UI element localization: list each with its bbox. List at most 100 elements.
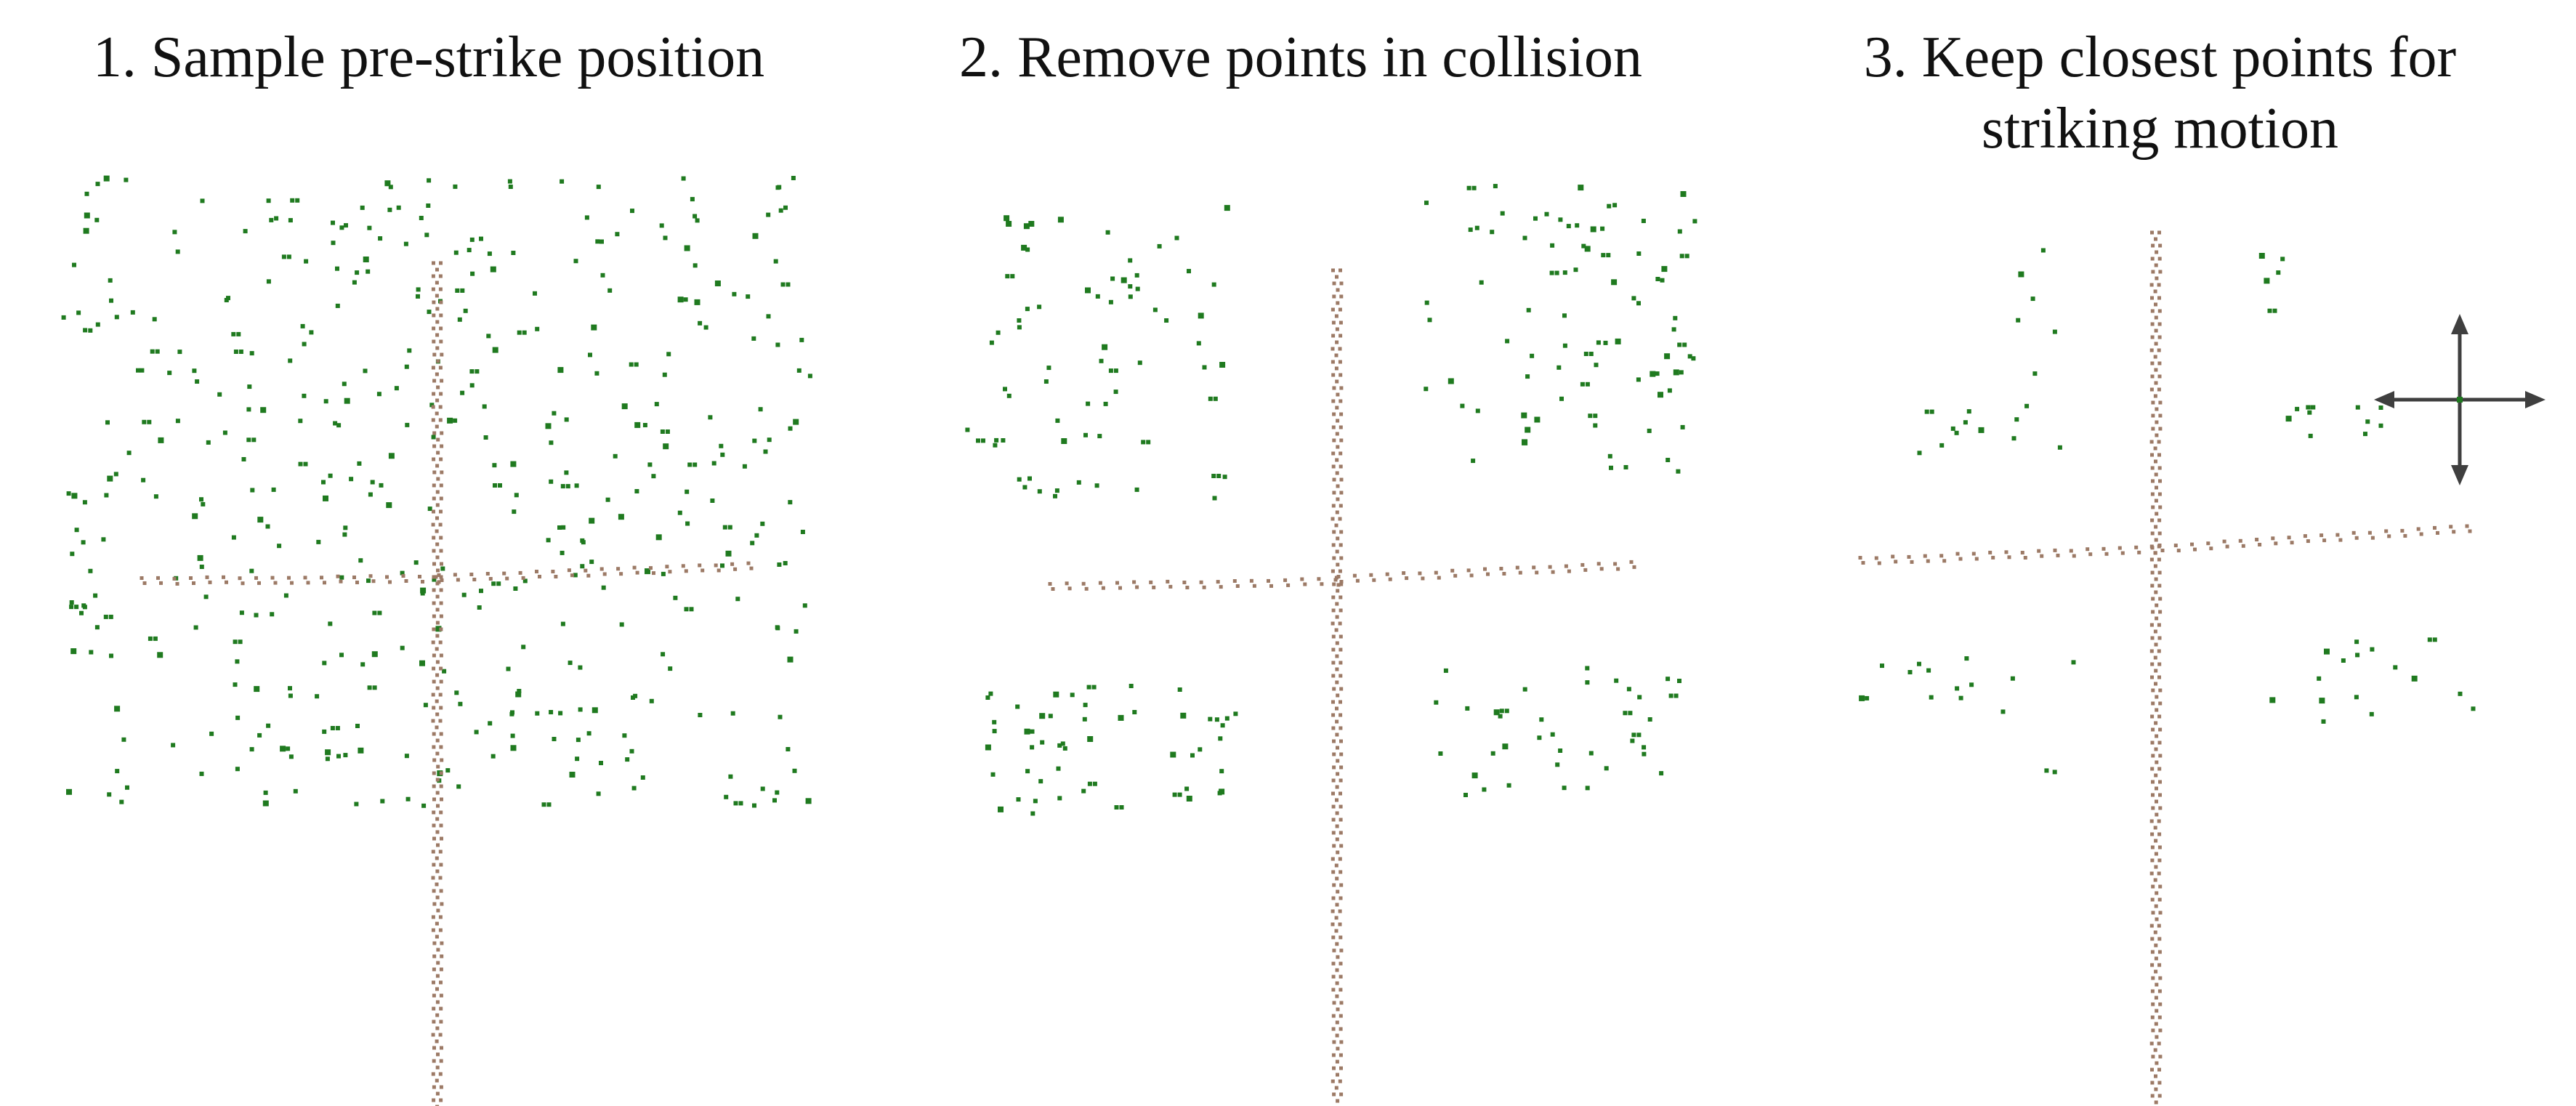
sample-point	[1500, 211, 1505, 216]
sample-point	[1015, 704, 1020, 709]
sample-point	[1482, 787, 1487, 792]
branch-point	[2120, 551, 2125, 555]
branch-point	[435, 699, 439, 703]
branch-point	[432, 509, 435, 514]
branch-point	[554, 575, 558, 578]
sample-point	[655, 534, 662, 541]
sample-point	[730, 711, 735, 716]
branch-point	[225, 580, 228, 584]
sample-point	[343, 753, 348, 758]
branch-point	[2155, 708, 2159, 712]
branch-point	[1518, 570, 1522, 575]
sample-point	[989, 340, 994, 345]
branch-point	[538, 575, 541, 578]
branch-point	[1339, 608, 1343, 613]
sample-point	[618, 514, 624, 520]
sample-point	[435, 626, 442, 632]
sample-point	[1555, 762, 1560, 767]
sample-point	[1016, 797, 1021, 802]
branch-point	[432, 457, 436, 461]
sample-point	[386, 502, 392, 509]
branch-point	[1339, 595, 1343, 600]
branch-point	[2158, 754, 2163, 758]
sample-point	[148, 636, 153, 641]
branch-point	[432, 797, 436, 802]
branch-point	[2157, 1067, 2161, 1072]
sample-point	[2307, 410, 2312, 415]
sample-point	[302, 393, 307, 398]
sample-point	[720, 563, 724, 568]
branch-point	[714, 563, 718, 568]
branch-point	[1331, 831, 1336, 835]
branch-point	[2150, 1015, 2155, 1020]
branch-point	[1336, 589, 1340, 593]
branch-point	[1564, 564, 1568, 568]
sample-point	[304, 259, 309, 264]
branch-point	[2157, 662, 2162, 666]
sample-point	[1017, 477, 1022, 482]
sample-point	[416, 287, 421, 292]
branch-point	[2158, 479, 2162, 483]
sample-point	[81, 540, 86, 545]
branch-point	[2157, 1094, 2162, 1098]
branch-point	[2335, 533, 2340, 537]
sample-point	[281, 254, 286, 259]
sample-point	[535, 326, 540, 331]
branch-point	[472, 578, 477, 581]
sample-point	[1964, 656, 1969, 661]
sample-point	[1679, 370, 1684, 375]
sample-point	[780, 282, 786, 287]
branch-point	[2150, 714, 2155, 719]
branch-point	[1333, 578, 1338, 582]
branch-point	[439, 784, 443, 788]
branch-point	[2158, 505, 2163, 509]
branch-point	[1336, 889, 1340, 894]
sample-point	[109, 653, 113, 658]
branch-point	[432, 1085, 436, 1089]
branch-point	[2158, 727, 2163, 732]
branch-point	[2157, 897, 2162, 902]
sample-point	[1865, 695, 1870, 701]
sample-point	[1691, 356, 1696, 361]
branch-point	[1336, 955, 1340, 959]
sample-point	[549, 710, 554, 714]
sample-point	[1023, 223, 1030, 230]
sample-point	[1585, 786, 1590, 791]
sample-point	[1094, 483, 1099, 488]
sample-point	[363, 368, 368, 374]
branch-point	[1385, 572, 1389, 576]
branch-point	[2158, 243, 2163, 248]
branch-point	[1339, 464, 1343, 469]
branch-point	[1334, 314, 1339, 318]
branch-point	[1334, 863, 1339, 868]
branch-point	[1339, 556, 1344, 560]
branch-point	[432, 431, 437, 435]
branch-point	[1332, 687, 1336, 691]
branch-point	[1334, 353, 1339, 358]
sample-point	[775, 626, 780, 631]
sample-point	[457, 317, 462, 322]
branch-point	[2157, 675, 2161, 679]
branch-point	[2150, 963, 2155, 967]
branch-point	[439, 1020, 443, 1024]
sample-point	[477, 605, 482, 610]
sample-point	[1593, 423, 1598, 428]
branch-point	[1335, 340, 1339, 344]
branch-point	[1331, 726, 1336, 730]
branch-point	[432, 300, 436, 304]
branch-point	[2155, 1035, 2159, 1039]
sample-point	[1661, 266, 1668, 273]
sample-point	[488, 721, 493, 726]
branch-point	[602, 572, 607, 576]
sample-point	[266, 723, 271, 728]
sample-point	[735, 597, 740, 602]
sample-point	[335, 726, 340, 730]
branch-point	[635, 570, 639, 575]
branch-point	[2306, 539, 2310, 544]
branch-point	[1335, 667, 1339, 671]
sample-point	[74, 605, 79, 610]
sample-point	[423, 703, 428, 708]
branch-point	[2416, 527, 2420, 531]
branch-point	[440, 1046, 443, 1050]
branch-point	[431, 928, 435, 932]
